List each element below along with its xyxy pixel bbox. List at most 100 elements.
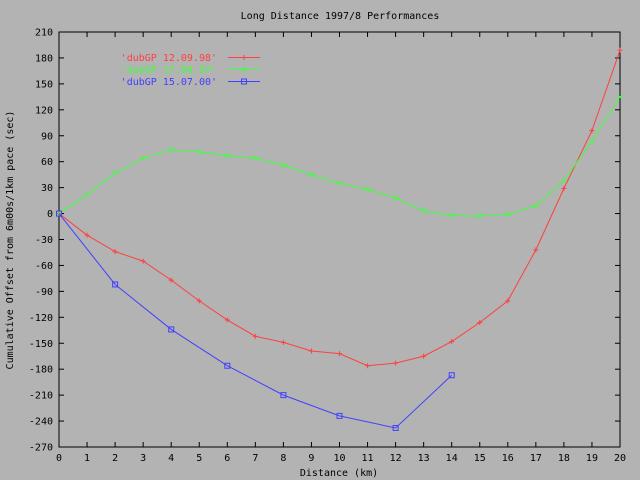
series-3: [56, 210, 455, 431]
data-point-square: [112, 281, 119, 288]
data-point-x: [241, 67, 247, 72]
data-point-stroke: [140, 155, 146, 161]
data-point-plus: [365, 363, 371, 369]
data-point-stroke: [196, 149, 202, 155]
x-tick-label: 8: [280, 453, 286, 464]
data-point-square: [392, 424, 399, 431]
y-tick-label: 90: [41, 131, 53, 142]
data-point-plus: [561, 185, 567, 191]
data-point-square: [56, 210, 62, 217]
y-tick-label: 210: [35, 28, 53, 39]
y-tick-label: -90: [35, 287, 53, 298]
y-tick-label: -240: [29, 417, 53, 428]
data-point-plus: [505, 298, 511, 304]
data-point-square: [280, 392, 287, 399]
data-point-stroke: [393, 195, 398, 201]
data-point-x: [252, 155, 258, 161]
data-point-x: [337, 180, 342, 186]
plot-frame: [58, 31, 621, 448]
y-tick-label: -270: [29, 443, 53, 454]
data-point-plus: [140, 258, 146, 264]
legend-label: 'dubGP 15.07.00': [121, 77, 217, 88]
x-tick-label: 13: [418, 453, 430, 464]
x-tick-label: 15: [474, 453, 486, 464]
data-point-x: [196, 149, 202, 155]
data-point-plus: [477, 320, 483, 325]
series-line: [58, 213, 453, 429]
data-point-plus: [449, 339, 455, 345]
y-tick-label: -60: [35, 261, 53, 272]
y-axis-label: Cumulative Offset from 6m00s/1km pace (s…: [5, 111, 16, 370]
data-point-stroke: [477, 213, 483, 219]
data-point-x: [140, 155, 146, 161]
x-tick-label: 19: [586, 453, 598, 464]
data-point-stroke: [252, 155, 258, 161]
x-tick-label: 14: [446, 453, 458, 464]
y-tick-label: 120: [35, 105, 53, 116]
data-point-stroke: [241, 67, 247, 72]
data-point-stroke: [421, 208, 427, 214]
data-point-x: [421, 208, 427, 214]
y-tick-label: -210: [29, 391, 53, 402]
x-axis: 0 1 2 3 4 5 6 7 8 9 10 11 12 13 14 15 16 17 18 19 20: [56, 32, 626, 464]
x-tick-label: 5: [196, 453, 202, 464]
y-axis: -270 -240 -210 -180 -150 -120 -90 -60 -30 0 30 60 90…: [29, 28, 620, 454]
data-point-square: [241, 78, 247, 85]
data-point-plus: [393, 360, 399, 366]
x-tick-label: 16: [502, 453, 514, 464]
x-tick-label: 2: [112, 453, 118, 464]
data-point-stroke: [281, 162, 286, 168]
legend: 'dubGP 12.09.98''dubGP 17.08.97''dubGP 1…: [121, 53, 260, 88]
x-tick-label: 4: [168, 453, 174, 464]
x-tick-label: 11: [362, 453, 374, 464]
data-point-x: [168, 147, 174, 152]
data-point-square: [168, 326, 175, 333]
legend-label: 'dubGP 17.08.97': [121, 65, 217, 76]
data-point-plus: [421, 353, 427, 359]
legend-label: 'dubGP 12.09.98': [121, 53, 217, 64]
series-line: [58, 49, 621, 367]
data-point-x: [561, 178, 567, 184]
data-point-stroke: [617, 94, 623, 100]
data-point-x: [393, 195, 398, 201]
series-2: [56, 94, 623, 219]
x-tick-label: 20: [614, 453, 626, 464]
data-point-x: [365, 187, 370, 192]
y-tick-label: -150: [29, 339, 53, 350]
y-tick-label: -120: [29, 313, 53, 324]
y-tick-label: 0: [47, 209, 53, 220]
series-line: [58, 96, 621, 217]
data-point-plus: [533, 247, 539, 253]
data-point-plus: [84, 232, 90, 238]
data-point-square: [448, 372, 455, 379]
data-point-stroke: [589, 138, 595, 144]
x-tick-label: 3: [140, 453, 146, 464]
data-point-x: [533, 203, 539, 209]
x-tick-label: 6: [224, 453, 230, 464]
data-point-stroke: [505, 212, 511, 217]
data-point-x: [224, 153, 230, 158]
y-tick-label: -30: [35, 235, 53, 246]
chart-title: Long Distance 1997/8 Performances: [241, 11, 440, 22]
series-layer: [56, 47, 623, 431]
data-point-stroke: [84, 192, 90, 197]
data-point-x: [112, 170, 118, 176]
data-point-x: [477, 213, 483, 219]
data-point-plus: [241, 55, 247, 60]
x-tick-label: 18: [558, 453, 570, 464]
x-tick-label: 1: [84, 453, 90, 464]
data-point-plus: [196, 298, 202, 304]
data-point-stroke: [449, 212, 455, 218]
data-point-x: [281, 162, 286, 168]
data-point-square: [224, 362, 231, 369]
y-tick-label: 30: [41, 183, 53, 194]
data-point-stroke: [365, 187, 370, 192]
data-point-x: [617, 94, 623, 100]
x-tick-label: 7: [252, 453, 258, 464]
data-point-plus: [112, 249, 118, 255]
data-point-plus: [308, 348, 314, 354]
data-point-stroke: [168, 147, 174, 152]
y-tick-label: -180: [29, 365, 53, 376]
data-point-x: [84, 192, 90, 197]
